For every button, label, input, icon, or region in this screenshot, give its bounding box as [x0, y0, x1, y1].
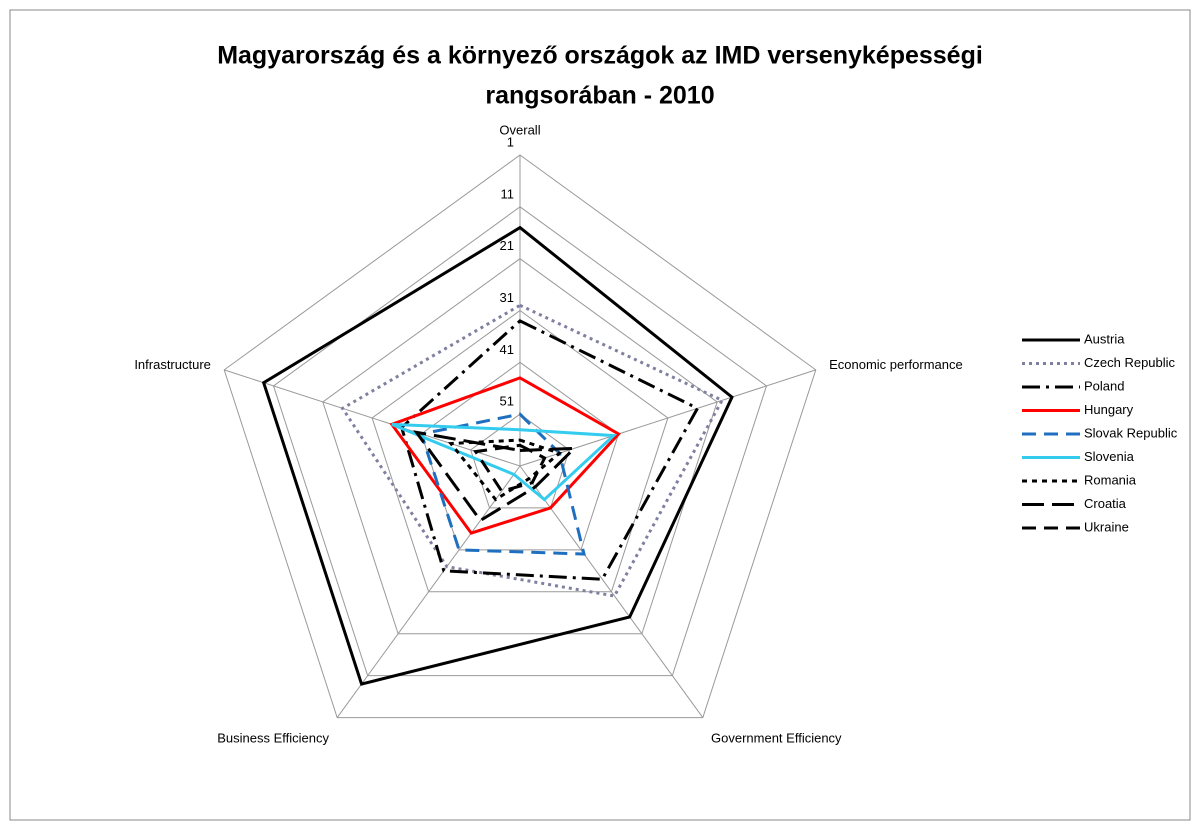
series-line: [473, 443, 547, 493]
tick-label: 41: [500, 342, 514, 357]
spoke: [224, 369, 521, 467]
axis-label: Overall: [499, 122, 540, 137]
legend-label: Slovak Republic: [1084, 425, 1178, 440]
series-line: [261, 225, 734, 686]
tick-label: 51: [500, 394, 514, 409]
legend-label: Romania: [1084, 472, 1137, 487]
grid-ring: [322, 258, 718, 635]
tick-label: 11: [501, 186, 515, 201]
chart-border: [9, 9, 1191, 821]
axis-label: Government Efficiency: [711, 730, 842, 745]
legend-label: Czech Republic: [1084, 355, 1176, 370]
spoke: [336, 465, 521, 718]
tick-label: 21: [500, 238, 514, 253]
axis-label: Business Efficiency: [217, 730, 329, 745]
legend-label: Croatia: [1084, 496, 1127, 511]
grid-ring: [272, 206, 768, 677]
grid-ring: [420, 361, 620, 551]
axis-label: Economic performance: [829, 357, 963, 372]
chart-title: Magyarország és a környező országok az I…: [217, 42, 983, 70]
chart-title: rangsorában - 2010: [485, 82, 714, 110]
legend-label: Slovenia: [1084, 449, 1135, 464]
legend-label: Ukraine: [1084, 519, 1129, 534]
series-line: [399, 319, 700, 581]
legend-label: Austria: [1084, 331, 1125, 346]
series-line: [413, 430, 579, 523]
series-line: [389, 376, 621, 535]
grid-ring: [371, 309, 669, 593]
tick-label: 31: [500, 290, 514, 305]
axis-label: Infrastructure: [134, 357, 211, 372]
legend-label: Hungary: [1084, 402, 1134, 417]
legend-label: Poland: [1084, 378, 1124, 393]
series-line: [419, 412, 586, 556]
series-line: [391, 422, 618, 502]
series-line: [340, 303, 725, 598]
tick-label: 1: [507, 134, 514, 149]
grid-ring: [223, 154, 817, 719]
